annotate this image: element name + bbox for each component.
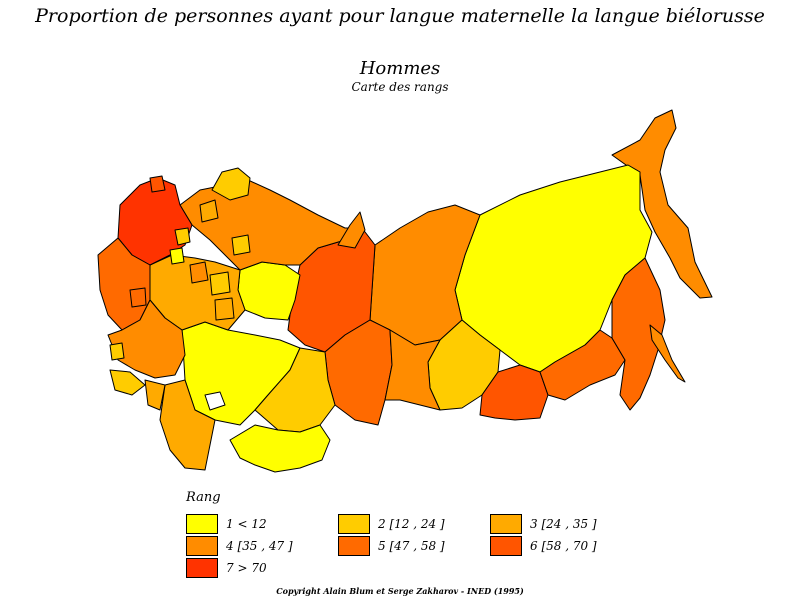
legend-item-2: 2 [12 , 24 ] bbox=[338, 514, 445, 534]
legend-label-6: 6 [58 , 70 ] bbox=[530, 539, 597, 553]
legend-item-1: 1 < 12 bbox=[186, 514, 267, 534]
region-turkmenistan bbox=[159, 379, 216, 471]
legend-swatch-2 bbox=[338, 514, 370, 534]
legend-item-3: 3 [24 , 35 ] bbox=[490, 514, 597, 534]
legend-swatch-3 bbox=[490, 514, 522, 534]
legend-item-4: 4 [35 , 47 ] bbox=[186, 536, 293, 556]
map-caption: Carte des rangs bbox=[351, 80, 449, 94]
region-w-3 bbox=[169, 247, 185, 265]
region-w-8 bbox=[109, 342, 125, 361]
legend-label-5: 5 [47 , 58 ] bbox=[378, 539, 445, 553]
region-w-5 bbox=[209, 271, 231, 296]
legend-label-1: 1 < 12 bbox=[226, 517, 267, 531]
aral-sea bbox=[204, 391, 226, 411]
map-subtitle: Hommes bbox=[359, 58, 441, 79]
region-chita bbox=[479, 364, 549, 421]
region-ukraine bbox=[107, 299, 186, 379]
region-w-6 bbox=[214, 297, 235, 321]
region-novaya-zemlya bbox=[337, 211, 366, 249]
region-w-2 bbox=[174, 227, 191, 246]
legend-label-3: 3 [24 , 35 ] bbox=[530, 517, 597, 531]
copyright-notice: Copyright Alain Blum et Serge Zakharov -… bbox=[276, 586, 524, 596]
legend-swatch-6 bbox=[490, 536, 522, 556]
map-title: Proportion de personnes ayant pour langu… bbox=[35, 5, 765, 27]
legend-label-4: 4 [35 , 47 ] bbox=[226, 539, 293, 553]
legend-swatch-1 bbox=[186, 514, 218, 534]
region-krasnoyarsk-south bbox=[384, 329, 441, 411]
region-central-asia bbox=[229, 424, 331, 473]
legend-item-7: 7 > 70 bbox=[186, 558, 267, 578]
region-w-1 bbox=[149, 175, 166, 193]
region-khabarovsk bbox=[611, 257, 666, 411]
legend-label-7: 7 > 70 bbox=[226, 561, 267, 575]
region-caucasus bbox=[144, 379, 166, 411]
legend-swatch-5 bbox=[338, 536, 370, 556]
legend-title: Rang bbox=[186, 490, 221, 505]
region-w-7 bbox=[129, 287, 147, 308]
region-kola bbox=[211, 167, 251, 201]
legend-item-5: 5 [47 , 58 ] bbox=[338, 536, 445, 556]
legend-swatch-4 bbox=[186, 536, 218, 556]
legend-swatch-7 bbox=[186, 558, 218, 578]
region-w-10 bbox=[231, 234, 251, 256]
region-w-4 bbox=[189, 261, 209, 284]
legend-item-6: 6 [58 , 70 ] bbox=[490, 536, 597, 556]
region-far-east bbox=[611, 109, 713, 299]
russia-regions-map bbox=[97, 109, 713, 473]
region-crimea bbox=[109, 369, 146, 396]
region-sakhalin bbox=[649, 324, 686, 383]
region-w-9 bbox=[199, 199, 219, 223]
region-ural bbox=[237, 261, 301, 321]
legend-label-2: 2 [12 , 24 ] bbox=[378, 517, 445, 531]
